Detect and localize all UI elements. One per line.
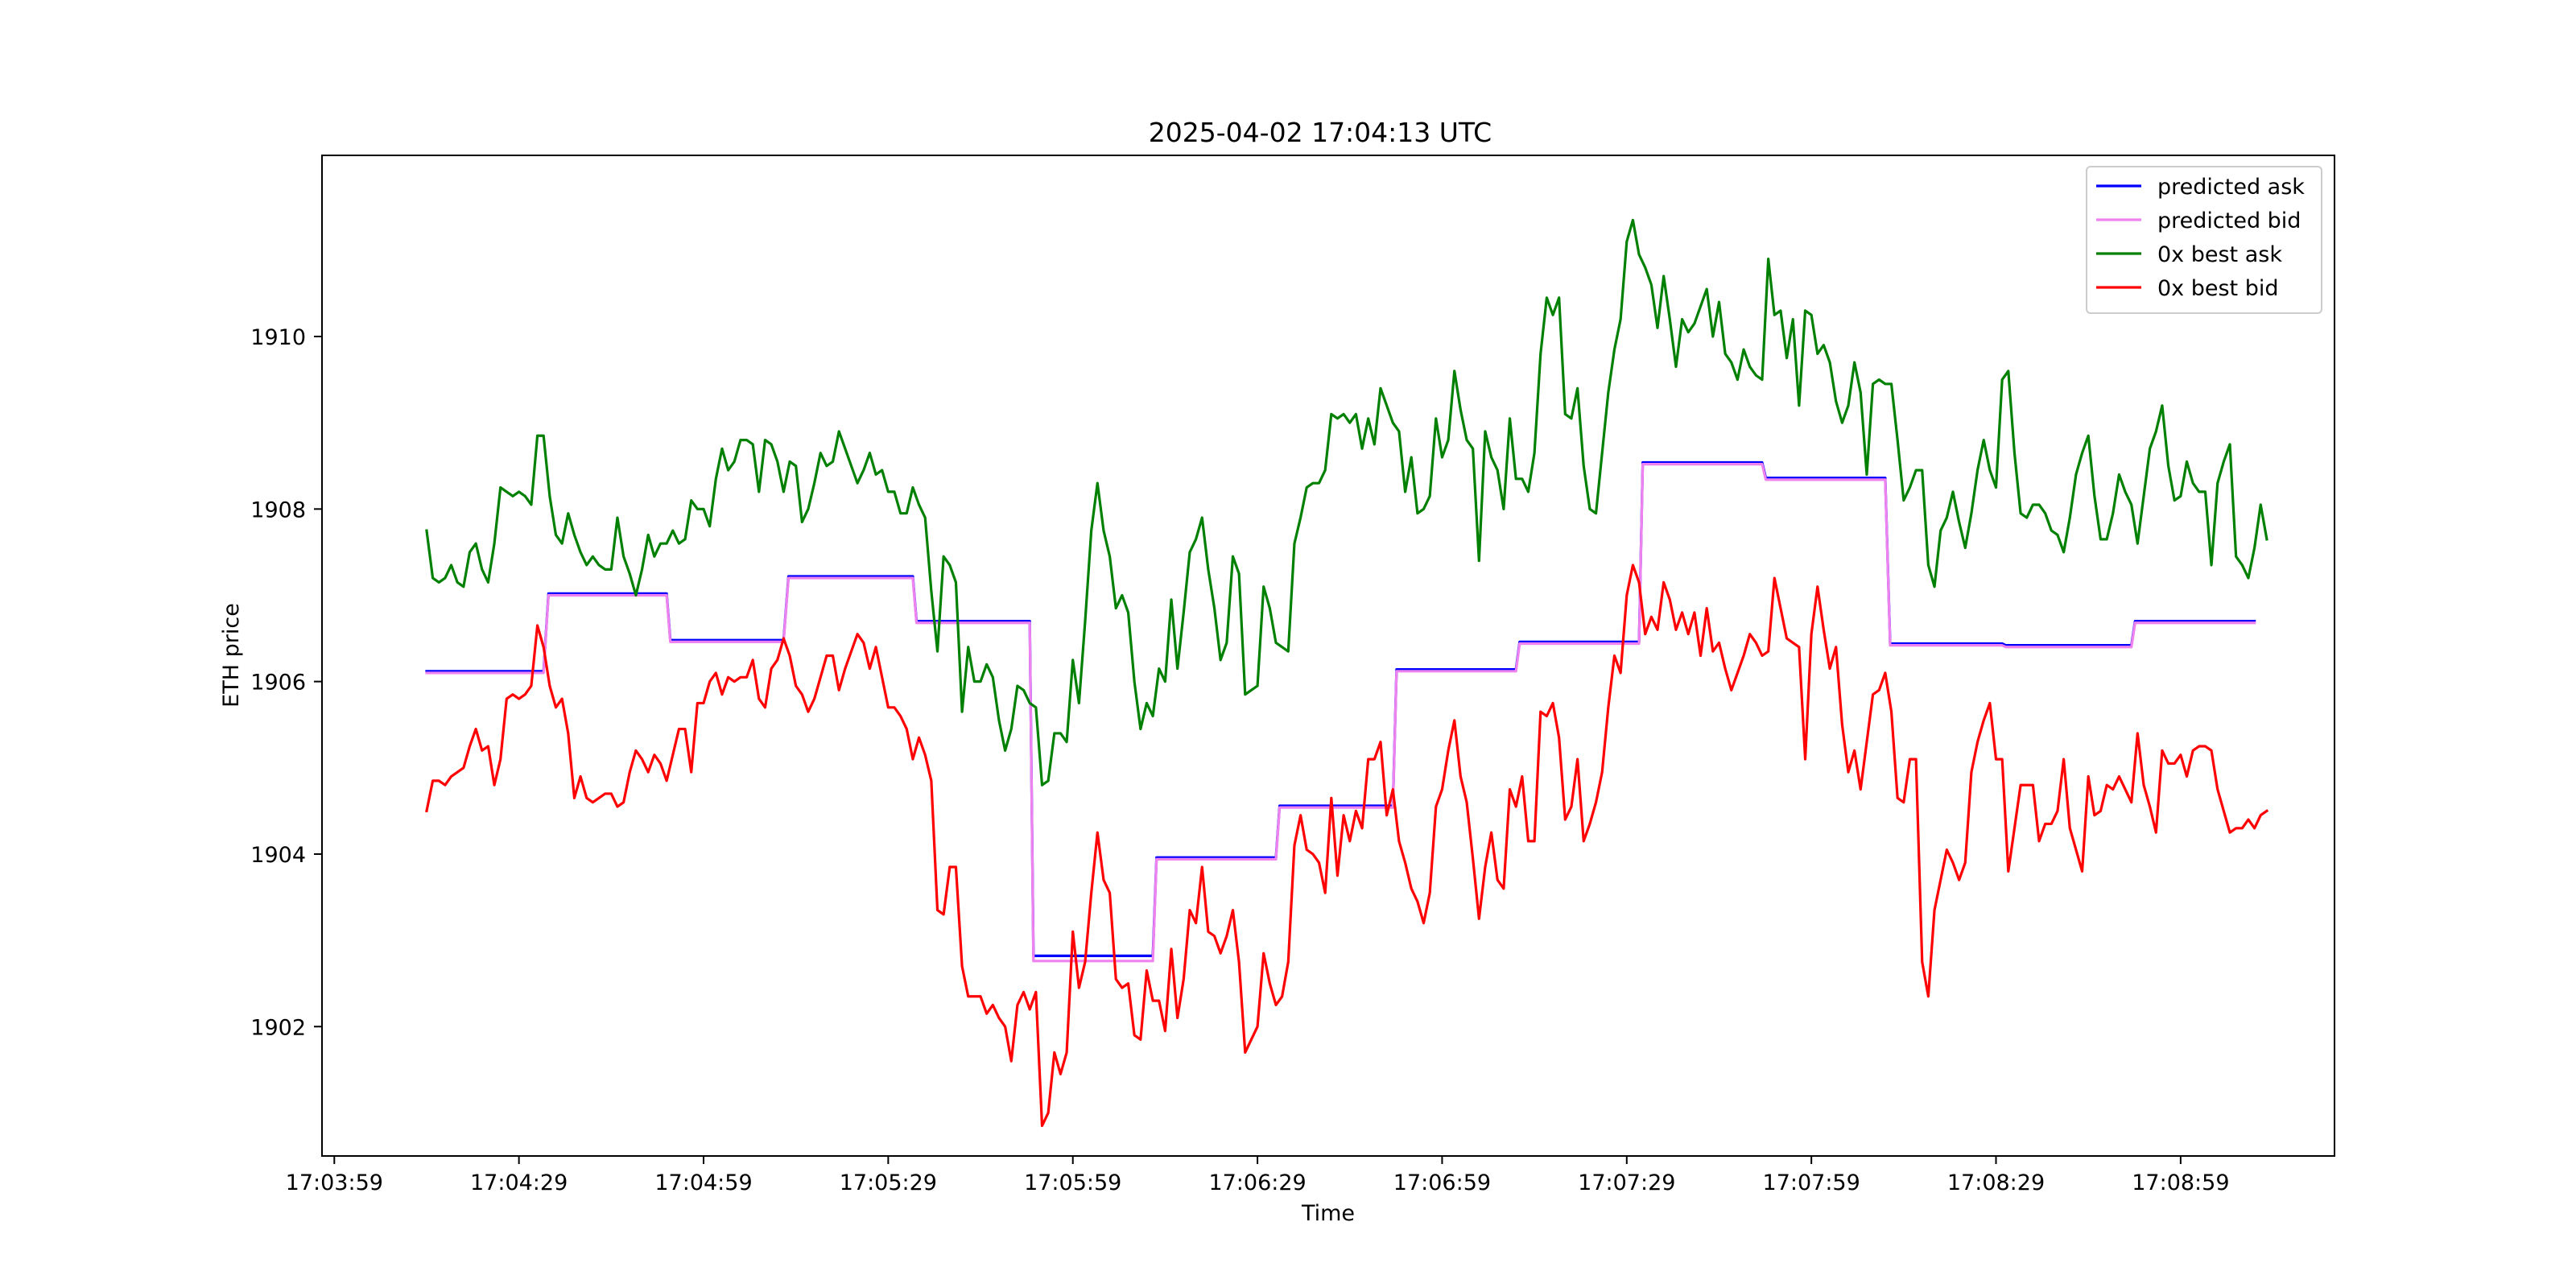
x-tick-label: 17:03:59 — [286, 1170, 383, 1195]
x-tick-label: 17:04:29 — [470, 1170, 568, 1195]
y-tick-label: 1904 — [250, 843, 306, 868]
x-tick-label: 17:08:29 — [1947, 1170, 2045, 1195]
y-tick-label: 1902 — [250, 1015, 306, 1040]
y-tick-label: 1908 — [250, 497, 306, 522]
x-tick-label: 17:04:59 — [654, 1170, 752, 1195]
y-tick-label: 1910 — [250, 325, 306, 350]
x-tick-label: 17:08:59 — [2132, 1170, 2229, 1195]
legend-box — [2086, 166, 2322, 314]
x-tick-label: 17:05:59 — [1024, 1170, 1121, 1195]
legend-label: 0x best bid — [2157, 276, 2279, 301]
x-tick-label: 17:07:59 — [1763, 1170, 1860, 1195]
series-line-predicted-bid — [425, 463, 2256, 963]
x-tick-label: 17:06:59 — [1393, 1170, 1491, 1195]
x-tick-label: 17:06:29 — [1208, 1170, 1306, 1195]
legend-label: predicted ask — [2157, 175, 2305, 200]
legend: predicted ask predicted bid 0x best ask 0x … — [2086, 166, 2322, 314]
chart-title: 2025-04-02 17:04:13 UTC — [1149, 117, 1492, 148]
y-axis-label: ETH price — [219, 603, 244, 708]
series-line-0x-best-ask — [425, 218, 2268, 786]
plot-frame — [321, 155, 2335, 1157]
x-tick-label: 17:07:29 — [1578, 1170, 1675, 1195]
series-line-predicted-ask — [425, 460, 2256, 957]
series-line-0x-best-bid — [425, 564, 2269, 1128]
x-tick-label: 17:05:29 — [840, 1170, 937, 1195]
x-axis: 17:03:59 17:04:29 17:04:59 17:05:29 17:05:59… — [286, 1156, 2230, 1195]
x-axis-label: Time — [1301, 1201, 1355, 1226]
series-layer — [425, 218, 2269, 1128]
legend-label: 0x best ask — [2157, 242, 2282, 267]
legend-label: predicted bid — [2157, 208, 2301, 233]
y-axis: 1902 1904 1906 1908 1910 — [250, 325, 322, 1040]
y-tick-label: 1906 — [250, 671, 306, 696]
